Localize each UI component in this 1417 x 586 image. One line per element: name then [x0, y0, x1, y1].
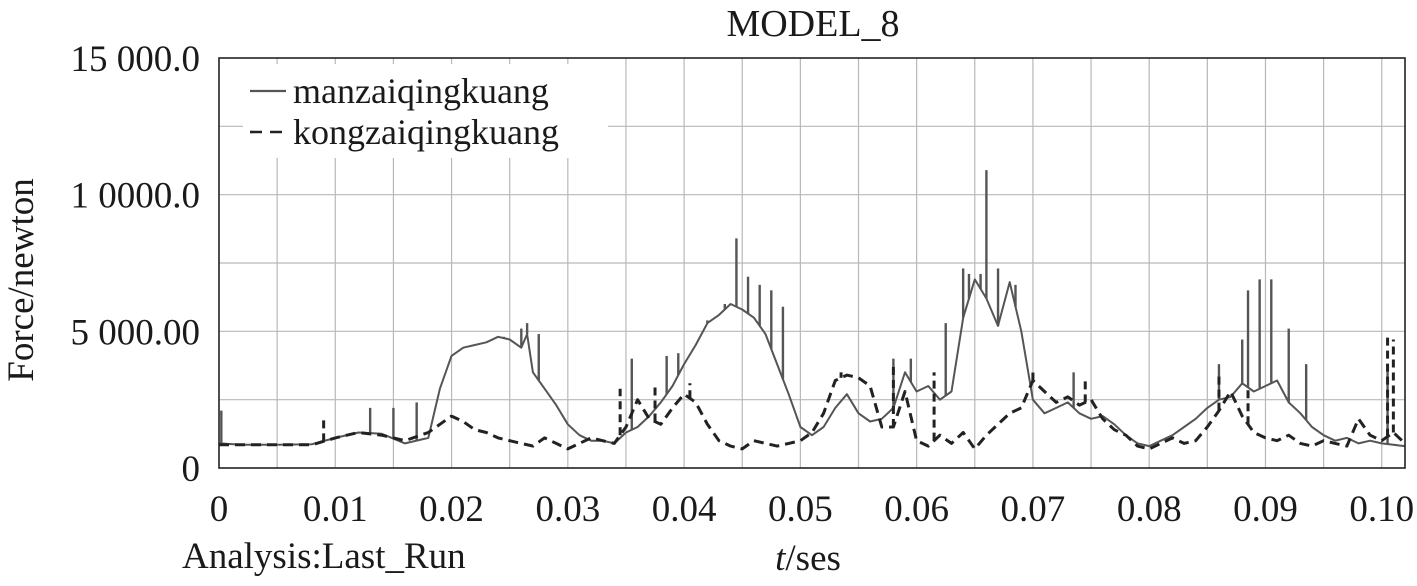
x-tick-label: 0.08 — [1117, 489, 1182, 530]
x-tick-label: 0.10 — [1349, 489, 1414, 530]
y-tick-label: 5 000.00 — [71, 312, 201, 353]
series-kongzaiqingkuang — [219, 336, 1407, 451]
x-axis-label-variable: t — [775, 538, 787, 579]
chart-title: MODEL_8 — [726, 3, 899, 45]
legend-label-manzaiqingkuang: manzaiqingkuang — [293, 71, 549, 111]
y-axis-label: Force/newton — [1, 178, 42, 381]
analysis-footer: Analysis:Last_Run — [182, 536, 466, 577]
legend-label-kongzaiqingkuang: kongzaiqingkuang — [293, 112, 559, 152]
series-line-manzaiqingkuang — [218, 278, 1406, 448]
x-tick-label: 0.02 — [419, 489, 484, 530]
tick-labels: 0 0.01 0.02 0.03 0.04 0.05 0.06 0.07 0.08 0.09 0.1… — [71, 39, 1415, 530]
legend: manzaiqingkuang kongzaiqingkuang — [243, 64, 608, 158]
y-tick-label: 15 000.0 — [71, 39, 201, 80]
x-tick-label: 0.01 — [303, 489, 368, 530]
x-axis-label-unit: /ses — [785, 538, 841, 579]
x-tick-label: 0.06 — [884, 489, 949, 530]
x-tick-label: 0 — [210, 489, 229, 530]
y-tick-label: 0 — [182, 449, 201, 490]
x-tick-label: 0.09 — [1233, 489, 1298, 530]
x-tick-label: 0.05 — [768, 489, 833, 530]
x-tick-label: 0.07 — [1001, 489, 1066, 530]
legend-background — [243, 64, 608, 158]
y-tick-label: 1 0000.0 — [71, 176, 201, 217]
x-tick-label: 0.04 — [652, 489, 717, 530]
plot-frame — [218, 57, 1406, 469]
series-layer — [218, 170, 1407, 451]
series-line-kongzaiqingkuang — [219, 373, 1407, 451]
x-axis-label: t/ses — [775, 538, 841, 579]
series-manzaiqingkuang — [218, 170, 1406, 448]
x-tick-label: 0.03 — [535, 489, 600, 530]
